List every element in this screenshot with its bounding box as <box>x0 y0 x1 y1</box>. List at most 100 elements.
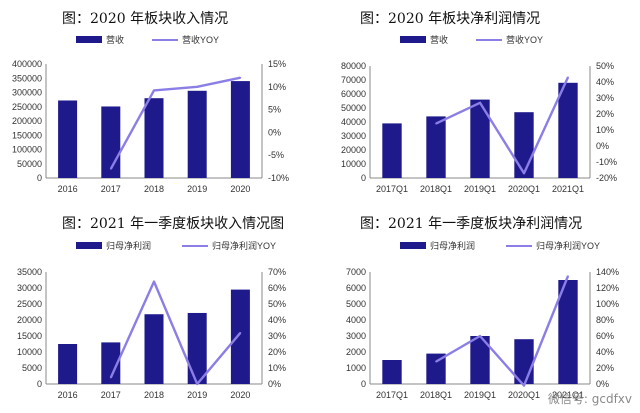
yoy-point-2017 <box>110 168 112 170</box>
y2-tick-label: 20% <box>596 363 614 373</box>
y-tick-label: 50000 <box>17 159 42 169</box>
yoy-point-2018Q1 <box>435 360 437 363</box>
y-tick-label: 20000 <box>17 315 42 325</box>
chart-4-net-profit-2021q1: 归母净利润 归母净利润YOY 0 1000 2000 3000 4000 5000 6000 70… <box>346 240 619 400</box>
y2-tick-label: 0% <box>596 141 609 151</box>
bar-2017 <box>101 342 121 384</box>
legend-line-label: 营收YOY <box>182 34 219 45</box>
yoy-point-2020 <box>239 332 242 334</box>
chart-1-revenue-2020: 营收 营收YOY 0 50000 100000 150000 200000 250000 300… <box>12 34 289 194</box>
x-tick-label: 2017 <box>101 184 121 194</box>
x-tick-label: 2019 <box>187 184 207 194</box>
y-tick-label: 0 <box>361 379 366 389</box>
y2-tick-label: 50% <box>596 61 614 71</box>
y2-tick-label: 5% <box>268 105 281 115</box>
legend-bar-swatch <box>76 242 102 249</box>
chart-3-revenue-2021q1: 归母净利润 归母净利润YOY 0 5000 10000 15000 20000 25000 30… <box>17 240 286 400</box>
x-tick-label: 2018Q1 <box>420 184 452 194</box>
yoy-point-2018 <box>153 89 155 92</box>
y-tick-label: 200000 <box>12 116 42 126</box>
x-tick-label: 2017Q1 <box>376 184 408 194</box>
x-tick-label: 2020Q1 <box>508 184 540 194</box>
bar-2019Q1 <box>470 336 490 384</box>
yoy-point-2020Q1 <box>523 384 525 387</box>
yoy-point-2017 <box>110 376 112 379</box>
y-tick-label: 5000 <box>22 363 42 373</box>
x-tick-label: 2017 <box>101 390 121 400</box>
x-tick-label: 2020 <box>230 390 250 400</box>
y-tick-label: 10000 <box>341 159 366 169</box>
x-tick-label: 2019Q1 <box>464 390 496 400</box>
y-tick-label: 150000 <box>12 130 42 140</box>
yoy-point-2019Q1 <box>479 335 481 337</box>
y-tick-label: 300000 <box>12 88 42 98</box>
legend-bar-swatch <box>400 242 426 249</box>
bar-2017Q1 <box>382 360 402 384</box>
y-tick-label: 10000 <box>17 347 42 357</box>
x-tick-label: 2018 <box>144 184 164 194</box>
y2-tick-label: 70% <box>268 267 286 277</box>
y2-tick-label: 40% <box>596 77 614 87</box>
chart-2-net-profit-2020: 营收 营收YOY 0 10000 20000 30000 40000 50000 60000 70… <box>341 34 617 194</box>
legend-line-label: 归母净利润YOY <box>536 240 600 251</box>
chart-3-title: 图：2021 年一季度板块收入情况图 <box>62 216 285 232</box>
y2-tick-label: 140% <box>596 267 619 277</box>
bar-2018 <box>144 98 164 178</box>
x-tick-label: 2018 <box>144 390 164 400</box>
bar-2018Q1 <box>426 353 446 384</box>
y-tick-label: 2000 <box>346 347 366 357</box>
bar-2020Q1 <box>514 112 534 178</box>
y-tick-label: 250000 <box>12 102 42 112</box>
bar-2017Q1 <box>382 123 402 178</box>
yoy-point-2019 <box>196 383 198 385</box>
y-tick-label: 70000 <box>341 75 366 85</box>
y2-tick-label: 30% <box>596 93 614 103</box>
y-tick-label: 35000 <box>17 267 42 277</box>
y2-tick-label: 80% <box>596 315 614 325</box>
x-tick-label: 2020Q1 <box>508 390 540 400</box>
yoy-point-2018 <box>153 280 155 283</box>
legend-bar-swatch <box>76 36 102 43</box>
y2-tick-label: 100% <box>596 299 619 309</box>
y2-tick-label: -20% <box>596 173 617 183</box>
y-tick-label: 6000 <box>346 283 366 293</box>
bar-2019 <box>187 312 207 384</box>
x-tick-label: 2018Q1 <box>420 390 452 400</box>
bar-2020 <box>230 81 250 178</box>
y-tick-label: 350000 <box>12 73 42 83</box>
y-tick-label: 4000 <box>346 315 366 325</box>
y2-tick-label: 10% <box>268 363 286 373</box>
y-tick-label: 80000 <box>341 61 366 71</box>
y-tick-label: 1000 <box>346 363 366 373</box>
y2-tick-label: 40% <box>596 347 614 357</box>
y-tick-label: 0 <box>361 173 366 183</box>
yoy-line <box>109 76 241 170</box>
bar-2021Q1 <box>558 82 578 178</box>
bar-2018Q1 <box>426 116 446 178</box>
bar-2016 <box>58 344 78 384</box>
legend-line-label: 营收YOY <box>506 34 543 45</box>
y2-tick-label: 60% <box>596 331 614 341</box>
y-tick-label: 20000 <box>341 145 366 155</box>
watermark: 微信号: gcdfxv <box>547 392 632 406</box>
y-tick-label: 25000 <box>17 299 42 309</box>
y2-tick-label: -10% <box>268 173 289 183</box>
x-tick-label: 2017Q1 <box>376 390 408 400</box>
y-tick-label: 15000 <box>17 331 42 341</box>
chart-2-title: 图：2020 年板块净利润情况 <box>360 11 541 27</box>
yoy-point-2020 <box>239 76 242 79</box>
y-tick-label: 30000 <box>341 131 366 141</box>
y-tick-label: 400000 <box>12 59 42 69</box>
yoy-point-2020Q1 <box>523 172 525 174</box>
yoy-point-2021Q1 <box>567 76 569 78</box>
y-tick-label: 100000 <box>12 145 42 155</box>
legend-bar-swatch <box>400 36 426 43</box>
bar-2016 <box>58 100 78 178</box>
y2-tick-label: 10% <box>596 125 614 135</box>
y2-tick-label: 0% <box>596 379 609 389</box>
bar-2019 <box>187 90 207 178</box>
y-tick-label: 30000 <box>17 283 42 293</box>
legend-bar-label: 归母净利润 <box>106 240 151 251</box>
x-tick-label: 2019 <box>187 390 207 400</box>
chart-1-title: 图：2020 年板块收入情况 <box>62 11 229 27</box>
